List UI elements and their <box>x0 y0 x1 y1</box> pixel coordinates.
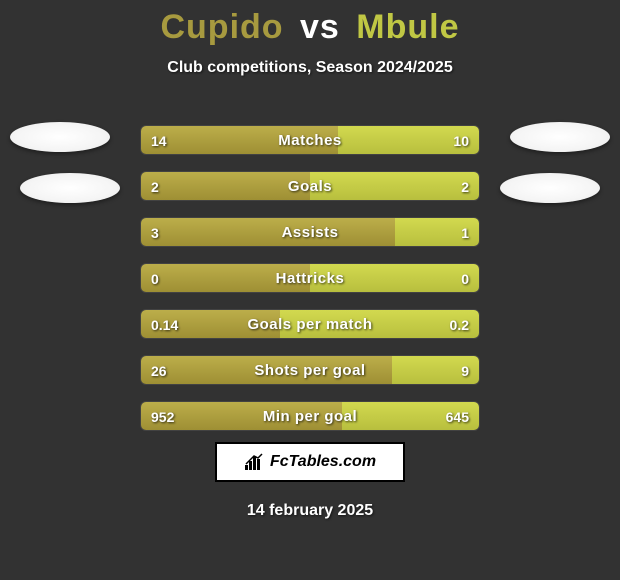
date-label: 14 february 2025 <box>0 502 620 520</box>
stat-row: 0.140.2Goals per match <box>140 309 480 339</box>
stat-bars: 1410Matches 22Goals 31Assists 00Hattricks 0.… <box>140 125 480 447</box>
stat-row: 31Assists <box>140 217 480 247</box>
stat-label: Shots per goal <box>141 356 479 385</box>
stat-label: Matches <box>141 126 479 155</box>
player2-badge-2 <box>500 173 600 203</box>
stat-label: Min per goal <box>141 402 479 431</box>
logo-text: FcTables.com <box>270 453 376 471</box>
player2-name: Mbule <box>356 8 459 46</box>
stat-label: Goals per match <box>141 310 479 339</box>
comparison-title: Cupido vs Mbule <box>0 0 620 47</box>
stat-row: 269Shots per goal <box>140 355 480 385</box>
bars-icon <box>244 453 264 471</box>
vs-label: vs <box>300 8 340 46</box>
player1-badge-1 <box>10 122 110 152</box>
stat-row: 952645Min per goal <box>140 401 480 431</box>
stat-label: Hattricks <box>141 264 479 293</box>
stat-row: 00Hattricks <box>140 263 480 293</box>
stat-label: Assists <box>141 218 479 247</box>
player1-badge-2 <box>20 173 120 203</box>
player2-badge-1 <box>510 122 610 152</box>
stat-label: Goals <box>141 172 479 201</box>
stat-row: 1410Matches <box>140 125 480 155</box>
stat-row: 22Goals <box>140 171 480 201</box>
fctables-logo: FcTables.com <box>215 442 405 482</box>
player1-name: Cupido <box>160 8 283 46</box>
subtitle: Club competitions, Season 2024/2025 <box>0 59 620 77</box>
